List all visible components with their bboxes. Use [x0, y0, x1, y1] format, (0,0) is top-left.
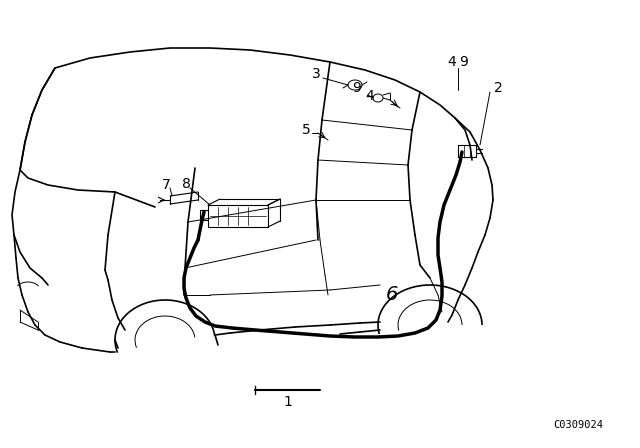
Text: 4: 4: [365, 89, 374, 103]
Text: 4: 4: [447, 55, 456, 69]
Text: 1: 1: [284, 395, 292, 409]
Text: 8: 8: [182, 177, 191, 191]
Text: 7: 7: [162, 178, 170, 192]
Text: 3: 3: [312, 67, 321, 81]
Text: 9: 9: [460, 55, 468, 69]
Text: 5: 5: [301, 123, 310, 137]
Text: 2: 2: [493, 81, 502, 95]
Text: C0309024: C0309024: [553, 420, 603, 430]
Text: 9: 9: [353, 81, 362, 95]
Text: 6: 6: [386, 285, 398, 305]
